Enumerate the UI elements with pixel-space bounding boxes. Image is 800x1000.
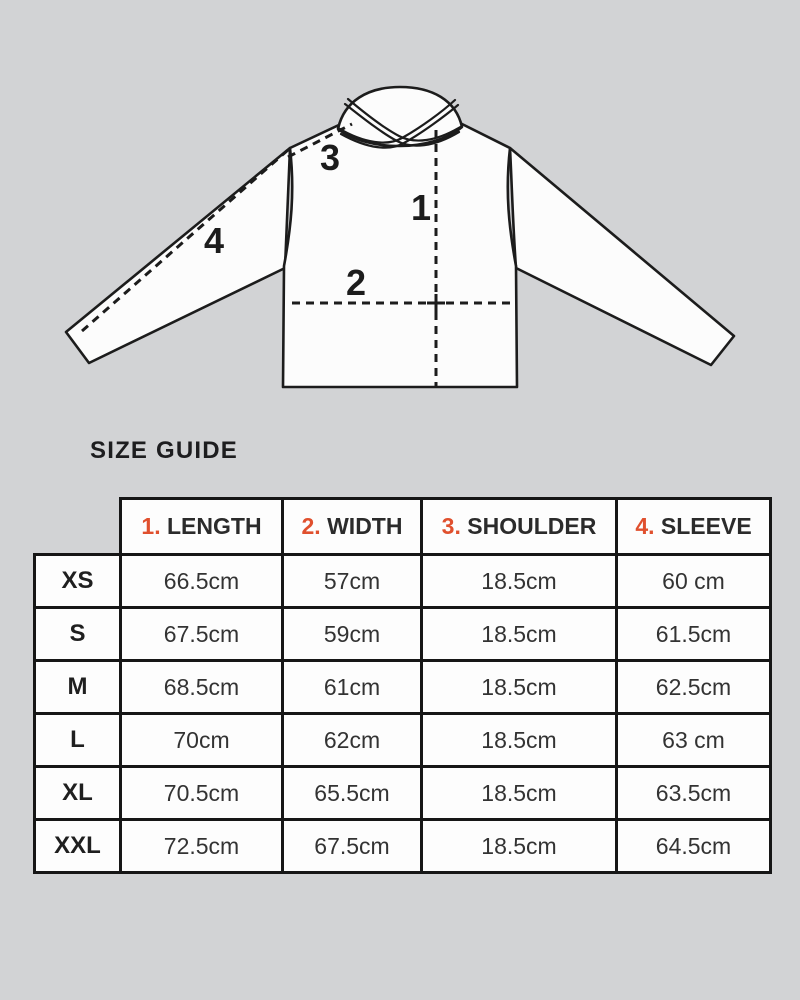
table-row-xxl: XXL 72.5cm 67.5cm 18.5cm 64.5cm <box>33 818 772 874</box>
length-cell: 70cm <box>119 712 284 768</box>
width-cell: 65.5cm <box>281 765 423 821</box>
size-label: XXL <box>33 818 122 874</box>
sleeve-cell: 64.5cm <box>615 818 772 874</box>
col-header-sleeve: 4. SLEEVE <box>615 497 772 556</box>
size-label: XS <box>33 553 122 609</box>
width-cell: 57cm <box>281 553 423 609</box>
hoodie-diagram: 1 2 3 4 <box>0 0 800 430</box>
col-header-shoulder: 3. SHOULDER <box>420 497 618 556</box>
col-label-length: LENGTH <box>167 513 262 539</box>
sleeve-cell: 60 cm <box>615 553 772 609</box>
measure-line-sleeve <box>81 148 289 333</box>
width-cell: 59cm <box>281 606 423 662</box>
hoodie-diagram-svg: 1 2 3 4 <box>64 85 736 389</box>
hoodie-right-sleeve <box>508 146 736 367</box>
marker-length: 1 <box>411 187 431 228</box>
size-label: M <box>33 659 122 715</box>
col-header-length: 1. LENGTH <box>119 497 284 556</box>
shoulder-cell: 18.5cm <box>420 765 618 821</box>
sleeve-cell: 61.5cm <box>615 606 772 662</box>
col-num-shoulder: 3. <box>441 513 461 539</box>
marker-shoulder: 3 <box>320 137 340 178</box>
col-num-length: 1. <box>141 513 161 539</box>
hood-collar-seam <box>346 97 464 142</box>
col-num-sleeve: 4. <box>635 513 655 539</box>
shoulder-cell: 18.5cm <box>420 659 618 715</box>
hoodie-body <box>281 122 519 389</box>
shoulder-cell: 18.5cm <box>420 553 618 609</box>
sleeve-cell: 63.5cm <box>615 765 772 821</box>
sleeve-cell: 62.5cm <box>615 659 772 715</box>
table-row-s: S 67.5cm 59cm 18.5cm 61.5cm <box>33 606 772 662</box>
shoulder-cell: 18.5cm <box>420 606 618 662</box>
width-cell: 62cm <box>281 712 423 768</box>
width-cell: 67.5cm <box>281 818 423 874</box>
length-cell: 68.5cm <box>119 659 284 715</box>
col-header-width: 2. WIDTH <box>281 497 423 556</box>
shoulder-cell: 18.5cm <box>420 712 618 768</box>
header-row: 1. LENGTH 2. WIDTH 3. SHOULDER 4. SLEEVE <box>35 497 772 556</box>
size-label: S <box>33 606 122 662</box>
length-cell: 66.5cm <box>119 553 284 609</box>
measure-crosshair <box>427 294 445 312</box>
size-label: XL <box>33 765 122 821</box>
marker-width: 2 <box>346 262 366 303</box>
length-cell: 72.5cm <box>119 818 284 874</box>
table-row-xs: XS 66.5cm 57cm 18.5cm 60 cm <box>33 553 772 609</box>
col-label-sleeve: SLEEVE <box>660 513 752 539</box>
col-num-width: 2. <box>301 513 321 539</box>
hoodie-left-sleeve <box>64 146 292 365</box>
length-cell: 70.5cm <box>119 765 284 821</box>
page-title: SIZE GUIDE <box>90 437 239 464</box>
col-label-width: WIDTH <box>327 513 403 539</box>
col-label-shoulder: SHOULDER <box>467 513 597 539</box>
size-label: L <box>33 712 122 768</box>
shoulder-cell: 18.5cm <box>420 818 618 874</box>
table-row-m: M 68.5cm 61cm 18.5cm 62.5cm <box>33 659 772 715</box>
length-cell: 67.5cm <box>119 606 284 662</box>
hoodie-hood <box>336 85 464 148</box>
size-table: 1. LENGTH 2. WIDTH 3. SHOULDER 4. SLEEVE… <box>33 497 772 874</box>
marker-sleeve: 4 <box>204 220 224 261</box>
measure-line-shoulder <box>287 122 353 159</box>
table-row-xl: XL 70.5cm 65.5cm 18.5cm 63.5cm <box>33 765 772 821</box>
width-cell: 61cm <box>281 659 423 715</box>
hood-collar-seam <box>343 102 461 147</box>
sleeve-cell: 63 cm <box>615 712 772 768</box>
table-row-l: L 70cm 62cm 18.5cm 63 cm <box>33 712 772 768</box>
corner-spacer <box>35 499 121 555</box>
